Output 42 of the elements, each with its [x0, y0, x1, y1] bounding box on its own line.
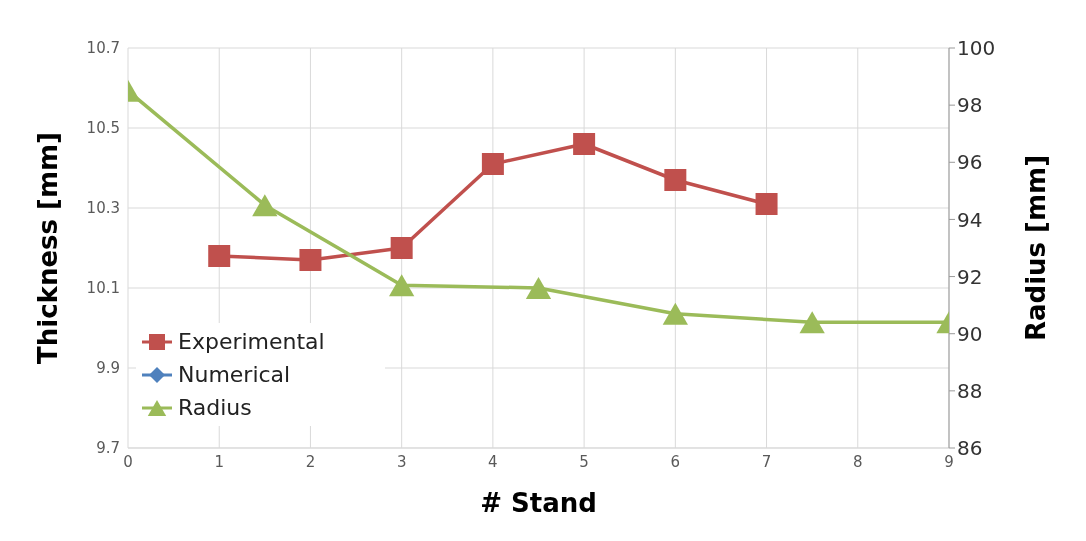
y2-axis-title: Radius [mm]	[1021, 154, 1052, 342]
point	[389, 274, 415, 297]
y2-tick-label: 98	[957, 93, 983, 118]
point	[252, 194, 278, 217]
point	[664, 169, 687, 191]
y2-tick-label: 86	[957, 436, 983, 461]
point	[573, 133, 596, 155]
y2-tick-label: 90	[957, 321, 983, 346]
x-tick-label: 4	[488, 452, 498, 471]
x-tick-label: 1	[214, 452, 224, 471]
y2-tick-label: 100	[957, 36, 996, 61]
legend-label: Experimental	[178, 329, 325, 354]
y-tick-label: 9.7	[96, 439, 120, 458]
x-tick-label: 3	[396, 452, 407, 471]
y-tick-label: 9.9	[96, 359, 120, 378]
x-tick-label: 7	[761, 452, 772, 471]
point	[662, 302, 688, 325]
point	[299, 249, 322, 271]
x-tick-label: 2	[305, 452, 316, 471]
x-axis-title: # Stand	[480, 488, 597, 518]
y-tick-label: 10.3	[86, 199, 120, 218]
point	[208, 245, 231, 267]
y2-tick-label: 94	[957, 207, 983, 232]
y2-tick-label: 96	[957, 150, 983, 175]
x-tick-label: 8	[853, 452, 863, 471]
x-tick-label: 0	[123, 452, 133, 471]
point	[481, 153, 504, 175]
legend-label: Radius	[178, 395, 252, 420]
x-tick-label: 9	[944, 452, 954, 471]
y-axis-title: Thickness [mm]	[33, 132, 64, 364]
y-tick-label: 10.1	[86, 279, 120, 298]
x-tick-label: 6	[670, 452, 681, 471]
y2-tick-label: 88	[957, 378, 983, 403]
point	[390, 237, 413, 259]
point	[755, 193, 778, 215]
y-tick-label: 10.5	[86, 119, 120, 138]
x-tick-label: 5	[579, 452, 589, 471]
point	[799, 311, 825, 334]
y2-tick-label: 92	[957, 264, 983, 289]
y-tick-label: 10.7	[86, 39, 120, 58]
legend-label: Numerical	[178, 362, 291, 387]
point	[525, 277, 552, 299]
